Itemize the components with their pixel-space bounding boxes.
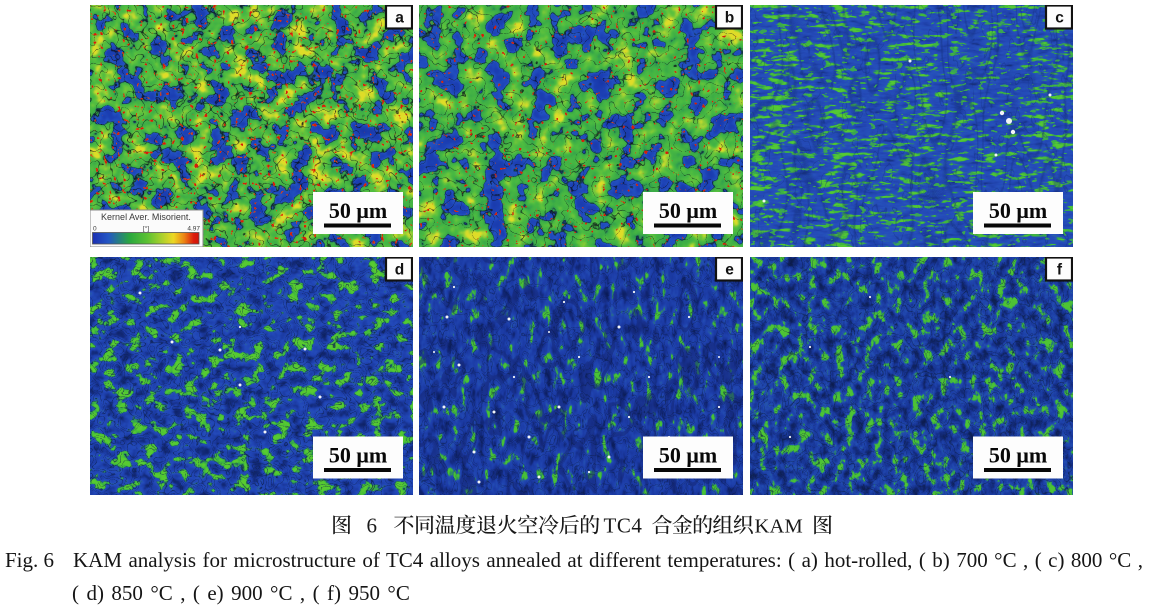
svg-text:50 μm: 50 μm <box>989 443 1047 468</box>
svg-text:50 μm: 50 μm <box>659 443 717 468</box>
svg-text:f: f <box>1057 261 1063 278</box>
svg-text:e: e <box>725 261 734 278</box>
svg-text:Kernel Aver. Misorient.: Kernel Aver. Misorient. <box>101 212 191 222</box>
svg-text:c: c <box>1055 9 1064 26</box>
svg-text:6: 6 <box>367 514 378 538</box>
svg-text:b: b <box>725 9 734 26</box>
svg-text:50 μm: 50 μm <box>989 198 1047 223</box>
svg-text:50 μm: 50 μm <box>659 198 717 223</box>
svg-text:a: a <box>395 9 404 26</box>
svg-text:50 μm: 50 μm <box>329 198 387 223</box>
svg-text:TC4: TC4 <box>604 514 643 538</box>
svg-text:50 μm: 50 μm <box>329 443 387 468</box>
svg-text:0: 0 <box>93 226 97 233</box>
svg-text:4.97: 4.97 <box>187 226 200 233</box>
svg-text:[°]: [°] <box>143 225 149 233</box>
svg-text:d: d <box>395 261 404 278</box>
svg-text:KAM: KAM <box>755 516 803 538</box>
